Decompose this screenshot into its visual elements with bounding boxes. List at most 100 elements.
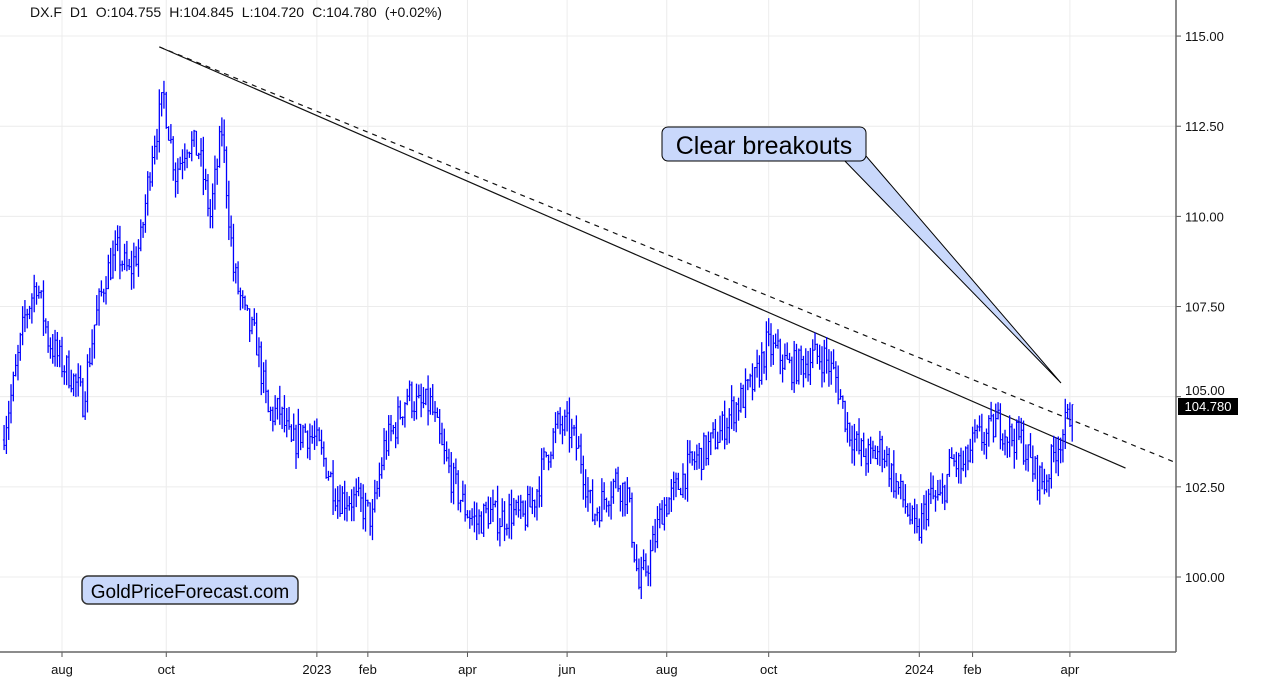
price-bar bbox=[7, 400, 10, 440]
price-bar bbox=[572, 424, 576, 436]
price-bar bbox=[929, 472, 933, 504]
price-bar bbox=[2, 425, 6, 451]
price-bar bbox=[304, 423, 307, 433]
price-bar bbox=[422, 387, 425, 409]
price-bar bbox=[494, 500, 497, 508]
price-bar bbox=[399, 400, 402, 420]
price-bar bbox=[125, 240, 129, 272]
price-bar bbox=[385, 430, 388, 460]
price-bar bbox=[966, 444, 970, 471]
price-bar bbox=[160, 92, 163, 117]
price-bar bbox=[1043, 468, 1046, 495]
price-bar bbox=[21, 306, 24, 346]
price-bar bbox=[225, 146, 228, 209]
price-bar bbox=[635, 544, 638, 572]
price-bar bbox=[482, 503, 485, 537]
price-bar bbox=[438, 409, 441, 444]
price-bar bbox=[271, 406, 275, 432]
price-bar bbox=[56, 331, 59, 367]
price-bar bbox=[721, 411, 724, 441]
price-bar bbox=[324, 457, 328, 479]
price-bar bbox=[153, 135, 156, 165]
price-bar bbox=[375, 480, 379, 500]
price-bar bbox=[649, 539, 652, 587]
price-bar bbox=[704, 435, 708, 466]
price-bar bbox=[695, 444, 699, 470]
price-bar bbox=[871, 440, 875, 459]
price-bar bbox=[971, 426, 974, 464]
price-bar bbox=[322, 441, 326, 467]
price-bar bbox=[663, 497, 666, 531]
price-bar bbox=[23, 300, 27, 333]
price-bar bbox=[301, 424, 305, 448]
price-bar bbox=[640, 556, 643, 600]
price-bar bbox=[72, 373, 75, 397]
price-bar bbox=[53, 329, 57, 367]
y-tick-label: 100.00 bbox=[1185, 570, 1225, 585]
price-bar bbox=[938, 479, 942, 496]
price-bar bbox=[127, 258, 131, 270]
price-bar bbox=[790, 356, 794, 391]
price-bar bbox=[931, 475, 935, 500]
price-bar bbox=[178, 156, 182, 171]
price-bar bbox=[329, 471, 332, 478]
price-bar bbox=[644, 553, 648, 577]
price-bar bbox=[95, 295, 98, 326]
price-bar bbox=[183, 143, 187, 171]
price-bar bbox=[116, 225, 119, 252]
price-bar bbox=[260, 341, 263, 396]
price-bar bbox=[1033, 456, 1037, 480]
price-bar bbox=[753, 366, 756, 392]
price-bar bbox=[653, 518, 657, 553]
price-bar bbox=[783, 343, 787, 370]
price-bar bbox=[1029, 433, 1032, 459]
price-bar bbox=[989, 401, 993, 422]
price-bar bbox=[707, 431, 710, 466]
price-bar bbox=[60, 336, 64, 378]
price-bar bbox=[267, 389, 270, 413]
price-bar bbox=[46, 321, 50, 353]
axes: 100.00 102.50 105.00 107.50 110.00 112.50 115.… bbox=[0, 0, 1225, 677]
price-bar bbox=[978, 415, 981, 432]
x-tick-label: apr bbox=[1060, 662, 1079, 677]
price-bar bbox=[751, 363, 754, 401]
price-bar bbox=[1050, 444, 1053, 489]
price-bar bbox=[586, 477, 590, 512]
price-bar bbox=[899, 474, 902, 500]
price-bar bbox=[582, 455, 585, 500]
price-bar bbox=[973, 419, 977, 443]
price-bar bbox=[781, 354, 784, 383]
price-bar bbox=[1017, 416, 1021, 441]
price-bar bbox=[359, 482, 363, 513]
price-bar bbox=[762, 351, 766, 374]
price-bar bbox=[167, 126, 170, 141]
price-bar bbox=[795, 343, 798, 385]
price-bar bbox=[556, 410, 560, 429]
price-bar bbox=[139, 219, 142, 252]
price-bar bbox=[656, 506, 659, 549]
price-bar bbox=[285, 408, 288, 438]
price-bar bbox=[39, 290, 43, 299]
price-bar bbox=[320, 429, 323, 455]
price-bar bbox=[394, 422, 397, 449]
price-bar bbox=[204, 168, 207, 190]
price-bar bbox=[869, 436, 872, 465]
price-bar bbox=[565, 401, 569, 432]
price-bar bbox=[834, 361, 838, 393]
price-bar bbox=[174, 162, 177, 198]
price-bar bbox=[857, 418, 861, 455]
price-bar bbox=[197, 152, 200, 160]
price-bar bbox=[723, 400, 726, 450]
price-bar bbox=[1024, 444, 1028, 471]
price-bar bbox=[65, 355, 68, 386]
price-bar bbox=[433, 401, 437, 422]
price-bar bbox=[846, 412, 849, 443]
price-bar bbox=[806, 350, 810, 382]
price-bar bbox=[528, 486, 532, 508]
price-bar bbox=[1038, 465, 1041, 505]
price-bar bbox=[1059, 437, 1062, 464]
price-bar bbox=[102, 288, 105, 303]
price-bar bbox=[487, 496, 490, 529]
price-bar bbox=[498, 518, 502, 547]
